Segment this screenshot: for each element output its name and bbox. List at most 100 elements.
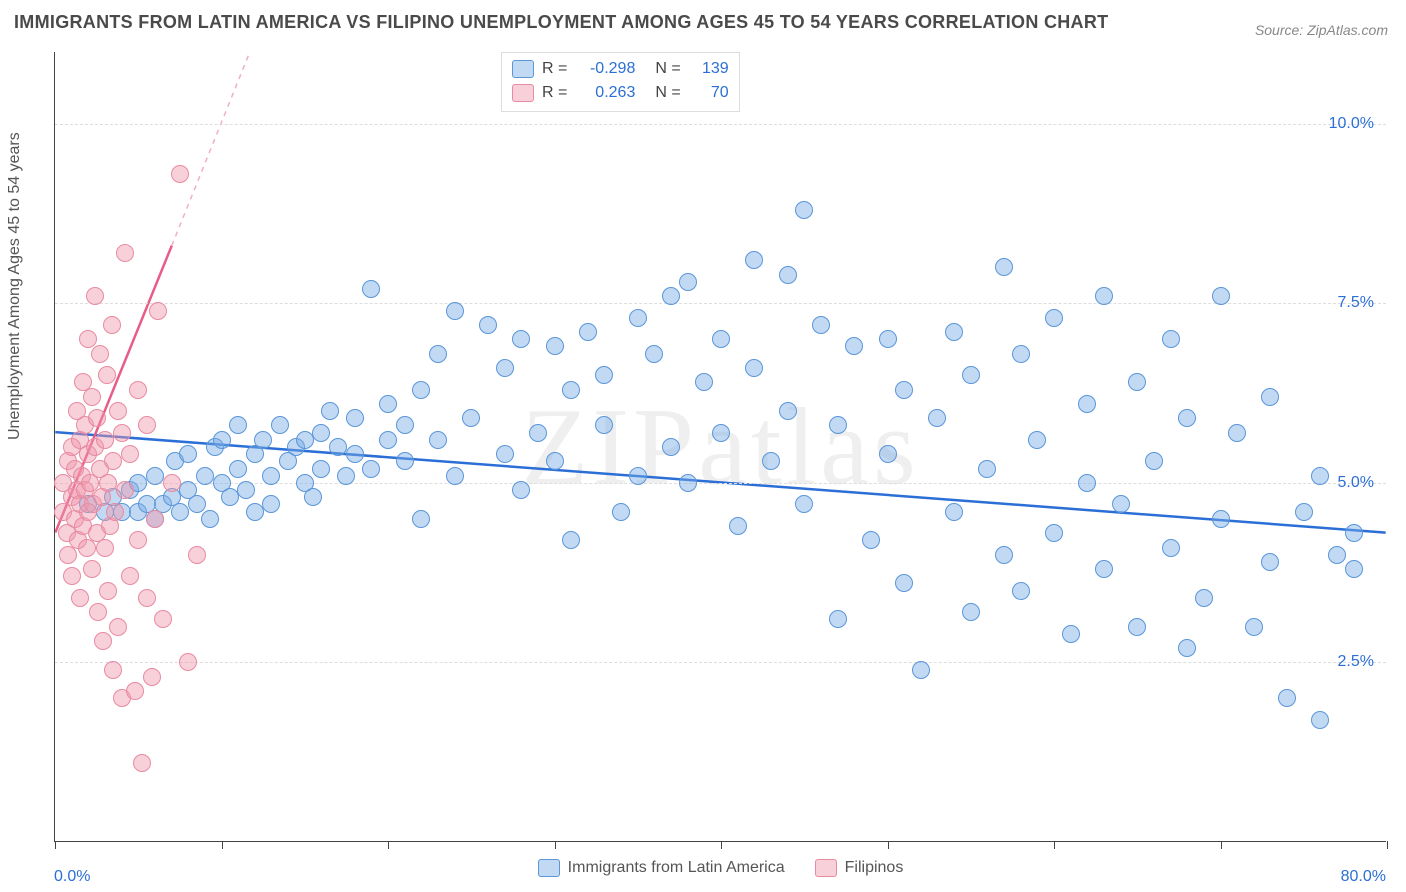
- data-point: [246, 503, 264, 521]
- data-point: [94, 632, 112, 650]
- data-point: [745, 359, 763, 377]
- n-value: 139: [689, 57, 729, 81]
- legend-label: Filipinos: [845, 859, 904, 877]
- x-tick: [222, 841, 223, 849]
- stats-row: R = 0.263N = 70: [512, 81, 729, 105]
- data-point: [88, 409, 106, 427]
- data-point: [179, 653, 197, 671]
- data-point: [429, 431, 447, 449]
- r-label: R =: [542, 81, 567, 105]
- data-point: [679, 273, 697, 291]
- data-point: [1078, 474, 1096, 492]
- data-point: [745, 251, 763, 269]
- data-point: [829, 610, 847, 628]
- data-point: [362, 280, 380, 298]
- x-tick: [888, 841, 889, 849]
- data-point: [304, 488, 322, 506]
- data-point: [496, 359, 514, 377]
- stats-legend: R = -0.298N = 139R = 0.263N = 70: [501, 52, 740, 112]
- data-point: [1228, 424, 1246, 442]
- data-point: [662, 287, 680, 305]
- data-point: [89, 603, 107, 621]
- data-point: [1212, 287, 1230, 305]
- data-point: [329, 438, 347, 456]
- data-point: [662, 438, 680, 456]
- data-point: [779, 402, 797, 420]
- data-point: [1095, 287, 1113, 305]
- x-tick: [388, 841, 389, 849]
- data-point: [129, 531, 147, 549]
- source-label: Source: ZipAtlas.com: [1255, 22, 1388, 38]
- data-point: [1062, 625, 1080, 643]
- data-point: [562, 381, 580, 399]
- data-point: [103, 316, 121, 334]
- swatch-icon: [512, 84, 534, 102]
- gridline-h: [55, 483, 1386, 484]
- data-point: [171, 503, 189, 521]
- stats-row: R = -0.298N = 139: [512, 57, 729, 81]
- data-point: [479, 316, 497, 334]
- data-point: [1345, 524, 1363, 542]
- data-point: [546, 337, 564, 355]
- x-tick: [721, 841, 722, 849]
- data-point: [1012, 345, 1030, 363]
- data-point: [99, 582, 117, 600]
- data-point: [188, 546, 206, 564]
- data-point: [221, 488, 239, 506]
- data-point: [995, 258, 1013, 276]
- data-point: [121, 567, 139, 585]
- x-tick: [555, 841, 556, 849]
- data-point: [1345, 560, 1363, 578]
- data-point: [296, 431, 314, 449]
- data-point: [109, 618, 127, 636]
- data-point: [645, 345, 663, 363]
- data-point: [1278, 689, 1296, 707]
- data-point: [1045, 309, 1063, 327]
- legend-item: Immigrants from Latin America: [538, 859, 785, 877]
- data-point: [229, 416, 247, 434]
- data-point: [91, 345, 109, 363]
- data-point: [146, 467, 164, 485]
- data-point: [412, 381, 430, 399]
- data-point: [579, 323, 597, 341]
- data-point: [1195, 589, 1213, 607]
- data-point: [138, 416, 156, 434]
- data-point: [446, 302, 464, 320]
- data-point: [104, 452, 122, 470]
- y-tick-label: 5.0%: [1338, 474, 1374, 492]
- r-label: R =: [542, 57, 567, 81]
- data-point: [779, 266, 797, 284]
- data-point: [229, 460, 247, 478]
- data-point: [1012, 582, 1030, 600]
- n-label: N =: [655, 81, 680, 105]
- data-point: [1095, 560, 1113, 578]
- data-point: [995, 546, 1013, 564]
- x-min-label: 0.0%: [54, 868, 90, 886]
- data-point: [546, 452, 564, 470]
- r-value: -0.298: [575, 57, 635, 81]
- data-point: [795, 495, 813, 513]
- data-point: [712, 424, 730, 442]
- data-point: [496, 445, 514, 463]
- data-point: [171, 165, 189, 183]
- data-point: [163, 474, 181, 492]
- data-point: [196, 467, 214, 485]
- data-point: [109, 402, 127, 420]
- data-point: [271, 416, 289, 434]
- y-tick-label: 7.5%: [1338, 294, 1374, 312]
- data-point: [1295, 503, 1313, 521]
- plot-area: ZIPatlas R = -0.298N = 139R = 0.263N = 7…: [54, 52, 1386, 842]
- data-point: [1162, 330, 1180, 348]
- data-point: [962, 603, 980, 621]
- y-tick-label: 10.0%: [1329, 115, 1374, 133]
- data-point: [1028, 431, 1046, 449]
- data-point: [862, 531, 880, 549]
- data-point: [1112, 495, 1130, 513]
- data-point: [829, 416, 847, 434]
- data-point: [83, 560, 101, 578]
- data-point: [1045, 524, 1063, 542]
- data-point: [262, 495, 280, 513]
- data-point: [612, 503, 630, 521]
- data-point: [201, 510, 219, 528]
- data-point: [143, 668, 161, 686]
